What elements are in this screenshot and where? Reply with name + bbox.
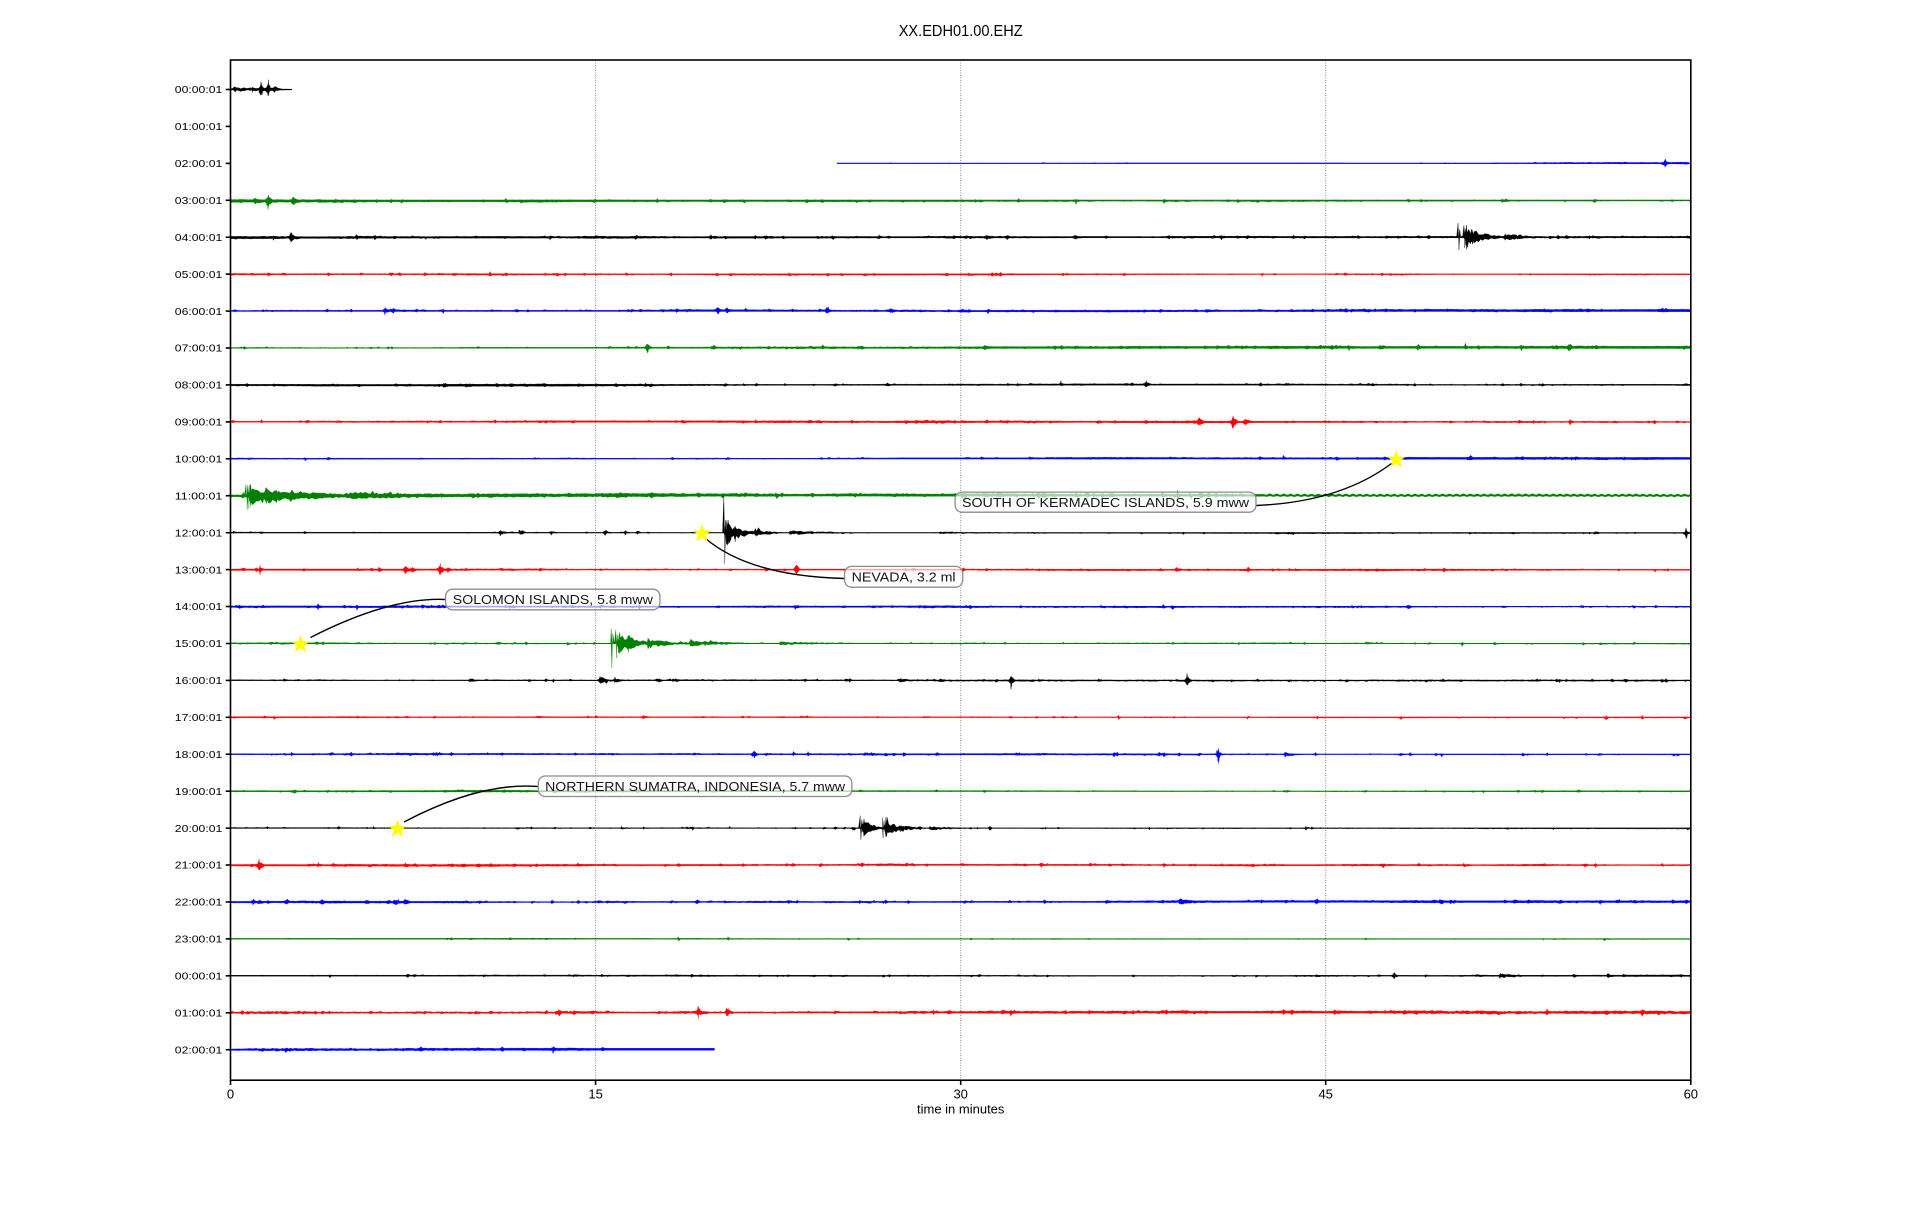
svg-text:NEVADA, 3.2 ml: NEVADA, 3.2 ml xyxy=(852,569,956,584)
svg-text:45: 45 xyxy=(1318,1087,1332,1102)
svg-text:00:00:01: 00:00:01 xyxy=(175,84,223,96)
svg-text:04:00:01: 04:00:01 xyxy=(175,232,223,244)
svg-text:19:00:01: 19:00:01 xyxy=(175,786,223,798)
svg-text:SOLOMON ISLANDS, 5.8 mww: SOLOMON ISLANDS, 5.8 mww xyxy=(453,592,654,607)
svg-text:14:00:01: 14:00:01 xyxy=(175,601,223,613)
svg-text:XX.EDH01.00.EHZ: XX.EDH01.00.EHZ xyxy=(899,23,1023,40)
svg-text:08:00:01: 08:00:01 xyxy=(175,380,223,392)
svg-text:01:00:01: 01:00:01 xyxy=(175,1008,223,1020)
svg-text:02:00:01: 02:00:01 xyxy=(175,1044,223,1056)
svg-text:30: 30 xyxy=(953,1087,967,1102)
svg-text:17:00:01: 17:00:01 xyxy=(175,712,223,724)
svg-text:20:00:01: 20:00:01 xyxy=(175,823,223,835)
svg-text:60: 60 xyxy=(1684,1087,1698,1102)
svg-text:10:00:01: 10:00:01 xyxy=(175,454,223,466)
svg-text:13:00:01: 13:00:01 xyxy=(175,564,223,576)
svg-text:16:00:01: 16:00:01 xyxy=(175,675,223,687)
svg-text:07:00:01: 07:00:01 xyxy=(175,343,223,355)
svg-text:18:00:01: 18:00:01 xyxy=(175,749,223,761)
svg-text:02:00:01: 02:00:01 xyxy=(175,158,223,170)
svg-text:05:00:01: 05:00:01 xyxy=(175,269,223,281)
svg-text:22:00:01: 22:00:01 xyxy=(175,897,223,909)
svg-text:23:00:01: 23:00:01 xyxy=(175,934,223,946)
svg-text:03:00:01: 03:00:01 xyxy=(175,195,223,207)
svg-text:11:00:01: 11:00:01 xyxy=(175,490,223,502)
svg-text:0: 0 xyxy=(227,1087,234,1102)
svg-text:SOUTH OF KERMADEC ISLANDS, 5.9: SOUTH OF KERMADEC ISLANDS, 5.9 mww xyxy=(962,495,1250,510)
svg-text:01:00:01: 01:00:01 xyxy=(175,121,223,133)
svg-text:06:00:01: 06:00:01 xyxy=(175,306,223,318)
svg-text:15:00:01: 15:00:01 xyxy=(175,638,223,650)
svg-text:time in minutes: time in minutes xyxy=(917,1102,1005,1117)
svg-text:12:00:01: 12:00:01 xyxy=(175,527,223,539)
svg-text:09:00:01: 09:00:01 xyxy=(175,417,223,429)
svg-text:21:00:01: 21:00:01 xyxy=(175,860,223,872)
svg-text:15: 15 xyxy=(588,1087,602,1102)
svg-text:00:00:01: 00:00:01 xyxy=(175,971,223,983)
svg-text:NORTHERN SUMATRA, INDONESIA, 5: NORTHERN SUMATRA, INDONESIA, 5.7 mww xyxy=(545,779,846,794)
